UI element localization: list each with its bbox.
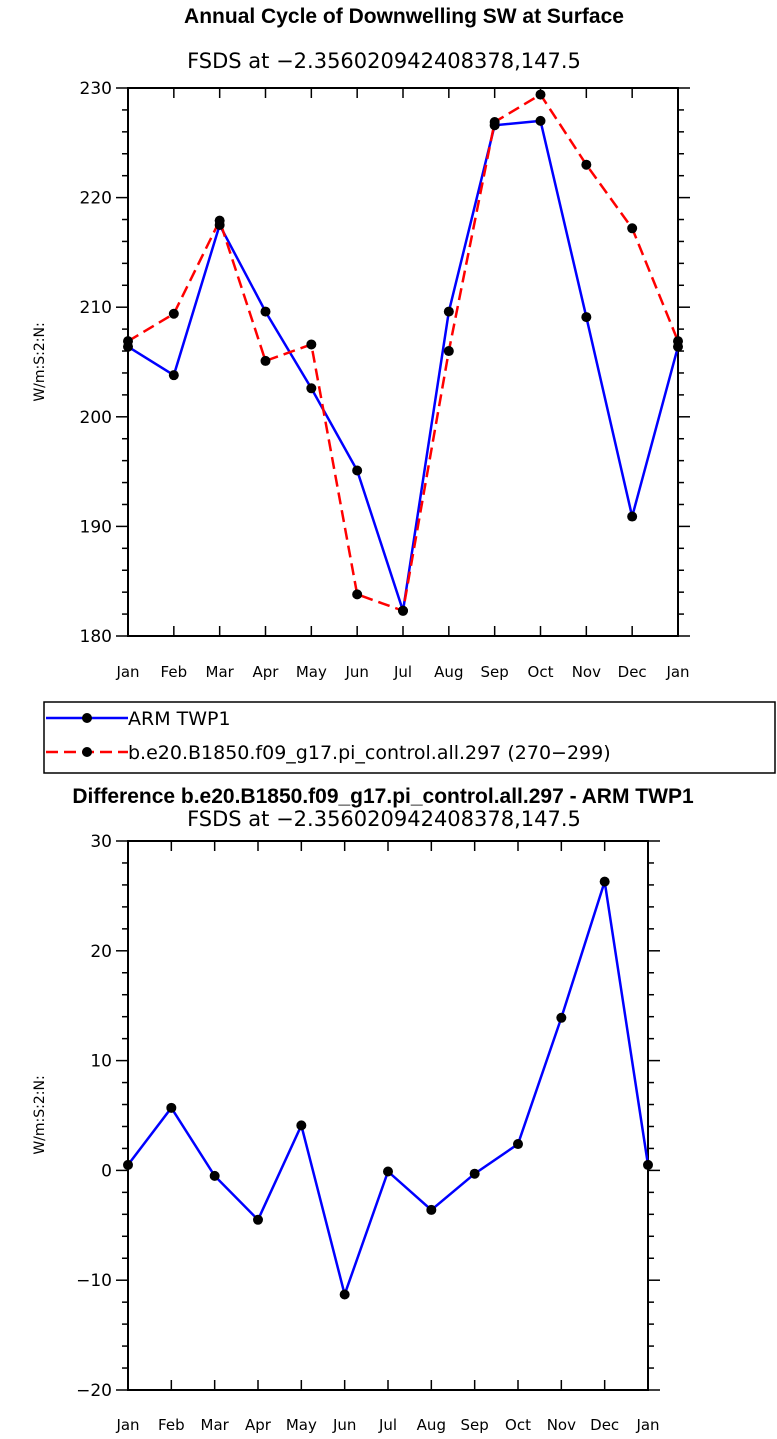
chart1-xtick-label: Jan bbox=[115, 1416, 139, 1434]
chart1-series-0-point bbox=[513, 1139, 523, 1150]
chart1-series bbox=[123, 89, 683, 616]
chart1-subtitle: FSDS at −2.356020942408378,147.5 bbox=[187, 49, 581, 73]
chart0-series-1-point bbox=[123, 336, 133, 347]
legend-marker-arm bbox=[82, 713, 92, 723]
legend-marker-model bbox=[82, 747, 92, 757]
chart0-xtick-label: Nov bbox=[572, 663, 601, 681]
chart1-series-0-point bbox=[123, 1159, 133, 1170]
chart1-xtick-label: Jul bbox=[378, 1416, 397, 1434]
chart1-xtick-label: Dec bbox=[590, 1416, 619, 1434]
chart0-series-1-point bbox=[489, 116, 500, 127]
chart1-xtick-label: Feb bbox=[158, 1416, 185, 1434]
chart0-series-0-point bbox=[168, 370, 179, 381]
chart1-xtick-label: Nov bbox=[547, 1416, 576, 1434]
legend-label-arm: ARM TWP1 bbox=[128, 708, 231, 730]
chart1-xtick-label: Jan bbox=[635, 1416, 659, 1434]
chart1-ylabel: W/m:S:2:N: bbox=[32, 322, 48, 401]
chart0-series-0-point bbox=[535, 115, 546, 126]
chart0-series-1-point bbox=[168, 308, 179, 319]
chart2-axes: Jan Feb Mar Apr May Jun Jul Aug Sep Oct Nov Dec Jan−… bbox=[76, 832, 660, 1434]
chart0-xtick-label: Sep bbox=[481, 663, 509, 681]
chart0-xtick-label: Mar bbox=[206, 663, 235, 681]
chart1-xtick-label: Oct bbox=[505, 1416, 531, 1434]
chart0-series-0-point bbox=[260, 306, 271, 317]
chart1-xtick-label: Apr bbox=[245, 1416, 272, 1434]
chart0-series-1-point bbox=[306, 339, 317, 350]
chart0-ytick-label: 220 bbox=[80, 189, 112, 209]
legend-box bbox=[43, 701, 776, 774]
chart2-title: Difference b.e20.B1850.f09_g17.pi_contro… bbox=[72, 785, 694, 808]
chart1-ytick-label: 10 bbox=[90, 1052, 112, 1072]
chart0-series-0-point bbox=[443, 306, 454, 317]
chart0-series-0-point bbox=[581, 312, 592, 323]
legend-label-model: b.e20.B1850.f09_g17.pi_control.all.297 (… bbox=[128, 742, 611, 764]
chart0-series-1-point bbox=[214, 215, 225, 226]
chart2-plot-frame bbox=[127, 840, 649, 1391]
chart2-subtitle: FSDS at −2.356020942408378,147.5 bbox=[187, 807, 581, 831]
chart1-series-0-point bbox=[556, 1012, 567, 1023]
chart0-series-1-point bbox=[535, 89, 546, 100]
chart1-xtick-label: Jun bbox=[332, 1416, 356, 1434]
chart1-series-0-point bbox=[253, 1214, 263, 1225]
chart1-series-0-point bbox=[296, 1120, 307, 1131]
chart0-series-0-point bbox=[306, 383, 317, 394]
chart0-series-0-point bbox=[352, 465, 363, 476]
chart1-series-0-point bbox=[383, 1166, 393, 1177]
chart0-series-1-point bbox=[352, 589, 363, 600]
chart0-ytick-label: 200 bbox=[80, 408, 112, 428]
chart0-xtick-label: May bbox=[296, 663, 327, 681]
legend: ARM TWP1 b.e20.B1850.f09_g17.pi_control.… bbox=[43, 701, 776, 774]
chart1-title: Annual Cycle of Downwelling SW at Surfac… bbox=[184, 5, 624, 28]
chart1-xtick-label: May bbox=[286, 1416, 317, 1434]
chart0-xtick-label: Feb bbox=[161, 663, 188, 681]
chart1-ytick-label: −20 bbox=[76, 1381, 112, 1401]
chart1-series-0-point bbox=[166, 1102, 177, 1113]
chart1-series-0-point bbox=[339, 1289, 350, 1300]
chart0-ytick-label: 210 bbox=[80, 298, 112, 318]
legend-entry-arm: ARM TWP1 bbox=[46, 708, 231, 730]
chart0-series-1-point bbox=[260, 355, 271, 366]
chart0-xtick-label: Jan bbox=[665, 663, 689, 681]
chart1-series-0-point bbox=[426, 1204, 437, 1215]
chart0-xtick-label: Jan bbox=[115, 663, 139, 681]
legend-entry-model: b.e20.B1850.f09_g17.pi_control.all.297 (… bbox=[46, 742, 611, 764]
chart0-ytick-label: 190 bbox=[80, 517, 112, 537]
chart0-xtick-label: Aug bbox=[434, 663, 463, 681]
chart1-xtick-label: Mar bbox=[201, 1416, 230, 1434]
chart0-series-1-point bbox=[443, 346, 454, 357]
chart0-series-1-point bbox=[627, 223, 638, 234]
chart0-xtick-label: Jun bbox=[344, 663, 368, 681]
chart1-series-0-point bbox=[599, 876, 610, 887]
chart1-xtick-label: Aug bbox=[417, 1416, 446, 1434]
chart0-xtick-label: Jul bbox=[393, 663, 412, 681]
chart1-axes: Jan Feb Mar Apr May Jun Jul Aug Sep Oct Nov Dec Jan1… bbox=[80, 79, 690, 681]
chart0-xtick-label: Oct bbox=[528, 663, 554, 681]
chart1-ytick-label: 20 bbox=[90, 942, 112, 962]
chart1-xtick-label: Sep bbox=[461, 1416, 489, 1434]
chart1-ytick-label: 0 bbox=[101, 1161, 112, 1181]
chart0-series-0-point bbox=[627, 511, 638, 522]
chart1-ytick-label: −10 bbox=[76, 1271, 112, 1291]
chart0-series-1-point bbox=[398, 605, 408, 616]
chart0-xtick-label: Dec bbox=[618, 663, 647, 681]
chart1-series-0-point bbox=[209, 1170, 220, 1181]
chart1-series-line-0 bbox=[127, 881, 650, 1299]
chart0-ytick-label: 230 bbox=[80, 79, 112, 99]
chart1-plot-frame bbox=[127, 87, 679, 637]
chart2-series bbox=[123, 876, 653, 1300]
chart0-ytick-label: 180 bbox=[80, 627, 112, 647]
chart0-series-1-point bbox=[581, 159, 592, 170]
chart2-ylabel: W/m:S:2:N: bbox=[32, 1075, 48, 1154]
chart0-series-1-point bbox=[673, 336, 683, 347]
chart1-series-0-point bbox=[469, 1168, 480, 1179]
chart0-xtick-label: Apr bbox=[253, 663, 280, 681]
chart1-series-0-point bbox=[643, 1159, 653, 1170]
chart0-series-line-0 bbox=[127, 119, 680, 612]
chart1-ytick-label: 30 bbox=[90, 832, 112, 852]
